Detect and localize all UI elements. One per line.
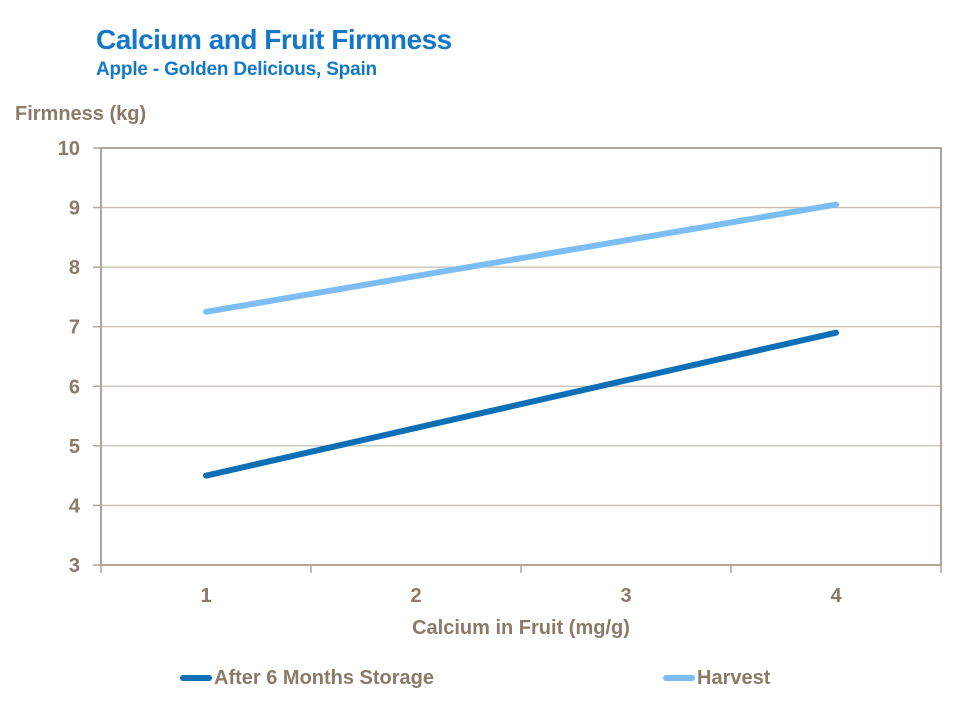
legend-item-after-6-months-storage: After 6 Months Storage bbox=[180, 666, 434, 690]
legend-item-harvest: Harvest bbox=[663, 666, 770, 690]
y-tick-label-6: 6 bbox=[69, 376, 80, 398]
legend-label-storage: After 6 Months Storage bbox=[214, 666, 435, 689]
x-tick-label-2: 2 bbox=[410, 585, 421, 607]
x-axis-title: Calcium in Fruit (mg/g) bbox=[412, 617, 630, 639]
y-tick-label-3: 3 bbox=[69, 555, 80, 577]
legend-swatch-harvest-line bbox=[663, 675, 695, 681]
x-tick-label-1: 1 bbox=[200, 585, 211, 607]
legend-label-harvest: Harvest bbox=[697, 666, 771, 689]
y-axis-title: Firmness (kg) bbox=[15, 103, 147, 125]
y-tick-label-9: 9 bbox=[69, 198, 80, 220]
y-tick-label-4: 4 bbox=[69, 495, 81, 517]
y-tick-label-8: 8 bbox=[69, 257, 80, 279]
series-line-harvest bbox=[203, 201, 839, 315]
page-subtitle: Apple - Golden Delicious, Spain bbox=[96, 59, 377, 80]
y-tick-label-10: 10 bbox=[58, 138, 80, 160]
series-line-storage bbox=[203, 329, 839, 479]
legend-swatch-storage-line bbox=[180, 675, 212, 681]
x-tick-label-3: 3 bbox=[620, 585, 631, 607]
y-tick-label-7: 7 bbox=[69, 317, 80, 339]
x-tick-label-4: 4 bbox=[830, 585, 842, 607]
y-tick-label-5: 5 bbox=[69, 436, 80, 458]
page-title: Calcium and Fruit Firmness bbox=[96, 24, 452, 55]
